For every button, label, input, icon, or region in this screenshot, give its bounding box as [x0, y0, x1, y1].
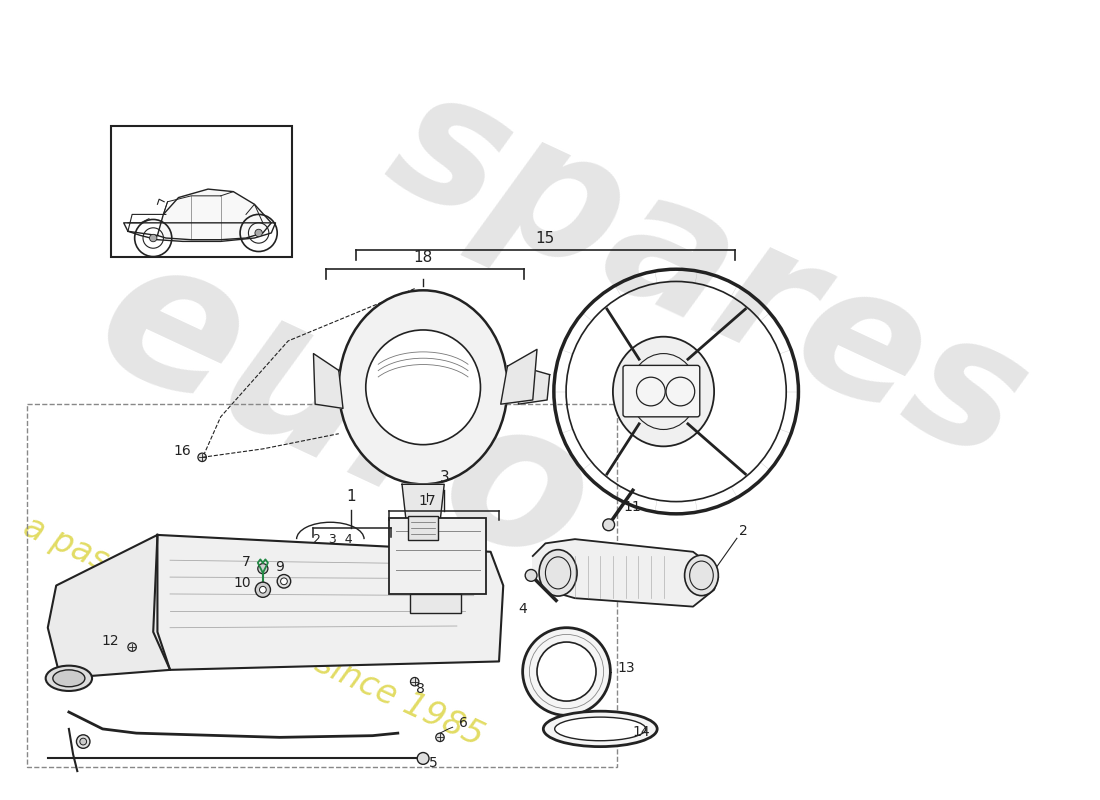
Polygon shape: [518, 366, 550, 404]
FancyBboxPatch shape: [389, 518, 486, 594]
Text: 5: 5: [429, 756, 438, 770]
FancyBboxPatch shape: [408, 516, 438, 540]
Circle shape: [366, 330, 481, 445]
Text: 6: 6: [459, 716, 468, 730]
Text: 7: 7: [242, 555, 251, 569]
FancyBboxPatch shape: [623, 366, 700, 417]
Circle shape: [128, 643, 136, 651]
Polygon shape: [532, 539, 718, 606]
Text: 18: 18: [414, 250, 432, 266]
Text: spares: spares: [364, 51, 1052, 497]
Circle shape: [277, 574, 290, 588]
Circle shape: [198, 453, 207, 462]
Polygon shape: [123, 223, 275, 242]
Circle shape: [260, 586, 266, 593]
Circle shape: [522, 628, 611, 715]
Polygon shape: [47, 535, 170, 678]
Text: 2: 2: [739, 524, 748, 538]
Text: 15: 15: [536, 231, 556, 246]
Text: 8: 8: [416, 682, 425, 697]
Text: 12: 12: [102, 634, 120, 649]
Circle shape: [255, 582, 271, 598]
Circle shape: [410, 678, 419, 686]
Circle shape: [150, 234, 157, 242]
Bar: [26, 404, 617, 767]
Text: 11: 11: [623, 500, 641, 514]
Text: 10: 10: [233, 576, 251, 590]
Text: 13: 13: [617, 661, 635, 674]
Circle shape: [257, 563, 268, 574]
Text: a passion for parts since 1985: a passion for parts since 1985: [19, 510, 490, 753]
Bar: [111, 126, 293, 257]
Ellipse shape: [684, 555, 718, 596]
Ellipse shape: [339, 290, 507, 484]
Ellipse shape: [53, 670, 85, 686]
Text: 3: 3: [439, 470, 449, 485]
Polygon shape: [402, 484, 444, 522]
Circle shape: [280, 578, 287, 585]
Circle shape: [417, 753, 429, 764]
Circle shape: [80, 738, 87, 745]
Circle shape: [255, 230, 263, 237]
Text: 4: 4: [518, 602, 527, 616]
Polygon shape: [500, 350, 537, 404]
Circle shape: [603, 519, 615, 530]
Text: 16: 16: [174, 444, 191, 458]
Polygon shape: [153, 535, 503, 670]
Ellipse shape: [554, 717, 646, 741]
Circle shape: [77, 735, 90, 748]
Text: 9: 9: [275, 560, 284, 574]
Ellipse shape: [613, 337, 714, 446]
Ellipse shape: [543, 711, 657, 746]
Text: 17: 17: [418, 494, 436, 508]
Text: 14: 14: [632, 725, 650, 738]
Polygon shape: [314, 354, 343, 408]
Text: 2  3  4: 2 3 4: [314, 534, 353, 546]
Circle shape: [537, 642, 596, 701]
Ellipse shape: [46, 666, 92, 691]
Circle shape: [436, 733, 444, 742]
FancyBboxPatch shape: [410, 594, 461, 613]
Ellipse shape: [539, 550, 578, 596]
Text: euro: euro: [69, 215, 620, 610]
Circle shape: [525, 570, 537, 582]
Text: 1: 1: [346, 489, 356, 504]
Polygon shape: [157, 189, 272, 240]
